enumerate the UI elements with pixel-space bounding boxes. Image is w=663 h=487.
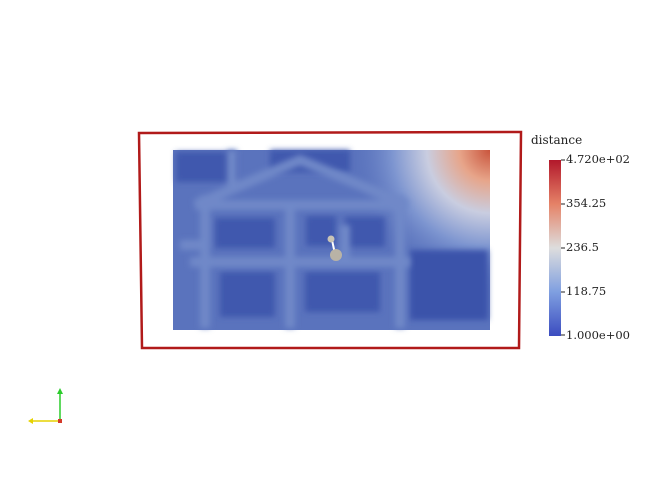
probe-widget[interactable] [327,235,343,262]
y-axis-arrow [57,388,63,394]
orientation-axes [28,388,63,424]
x-axis-arrow [28,418,33,424]
legend-tick-min: 1.000e+00 [566,328,630,342]
z-axis-marker [58,419,62,423]
colorbar [549,160,561,336]
legend-tick-2: 354.25 [566,196,607,210]
legend-tick-mid: 236.5 [566,240,599,254]
bounding-outline [137,130,523,350]
field-low-regions [176,150,488,320]
legend-title: distance [531,133,583,147]
legend-tick-max: 4.720e+02 [566,152,630,166]
legend-tick-4: 118.75 [566,284,607,298]
colorbar-ticks [561,159,565,336]
house-structure [180,150,410,328]
